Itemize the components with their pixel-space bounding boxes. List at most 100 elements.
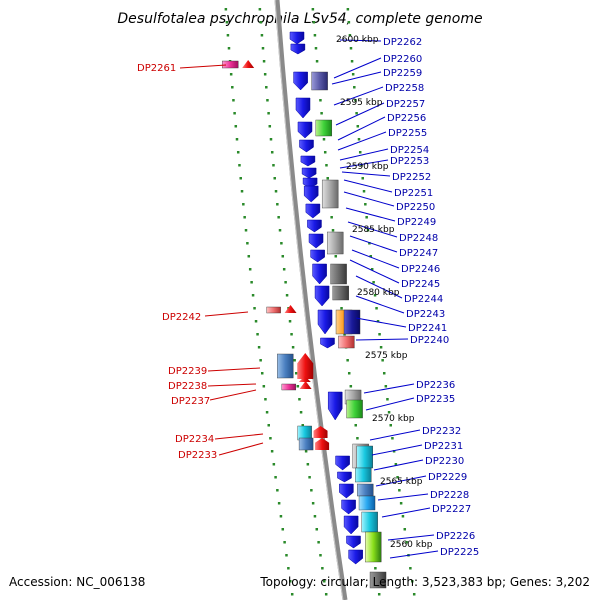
track-dot bbox=[280, 242, 283, 245]
gene-label: DP2262 bbox=[383, 37, 422, 48]
track-dot bbox=[268, 125, 272, 128]
track-dot bbox=[347, 21, 351, 24]
reverse-gene-arrow bbox=[343, 515, 359, 535]
gene-label: DP2254 bbox=[390, 145, 429, 156]
track-dot bbox=[358, 151, 362, 154]
reverse-gene-arrow bbox=[299, 139, 314, 153]
reverse-gene-box bbox=[369, 571, 387, 589]
reverse-gene-box bbox=[355, 467, 372, 483]
left-gene-labels: DP2261 DP2242 DP2239 DP2238 DP2237 DP223… bbox=[137, 63, 217, 461]
track-dot bbox=[233, 112, 236, 115]
leader-line bbox=[335, 102, 385, 126]
kbp-mark: 2560 kbp bbox=[390, 540, 433, 550]
leader-line bbox=[337, 116, 386, 141]
leader-line bbox=[355, 317, 407, 328]
track-dot bbox=[391, 437, 394, 440]
leader-line bbox=[355, 338, 409, 341]
forward-gene-box bbox=[266, 306, 281, 314]
track-dot bbox=[378, 333, 381, 336]
track-dot bbox=[227, 47, 231, 50]
kbp-marks: 2600 kbp 2595 kbp 2590 kbp 2585 kbp 2580… bbox=[336, 35, 433, 550]
gene-label: DP2234 bbox=[175, 434, 214, 445]
track-dot bbox=[274, 476, 277, 479]
leader-line bbox=[341, 171, 391, 177]
gene-label: DP2249 bbox=[397, 217, 436, 228]
leader-line bbox=[371, 444, 423, 456]
accession-text: Accession: NC_006138 bbox=[9, 575, 145, 589]
track-dot bbox=[313, 515, 317, 518]
track-dot bbox=[261, 47, 265, 50]
track-dot bbox=[254, 320, 258, 323]
track-dot bbox=[240, 190, 244, 193]
track-dot bbox=[312, 21, 316, 24]
leader-line bbox=[207, 383, 257, 387]
kbp-mark: 2600 kbp bbox=[336, 35, 379, 45]
reverse-gene-box bbox=[361, 511, 378, 533]
reverse-gene-arrow bbox=[339, 483, 354, 499]
leader-line bbox=[389, 550, 439, 559]
gene-features bbox=[221, 31, 387, 589]
leader-line bbox=[343, 191, 395, 207]
track-dot bbox=[398, 489, 401, 492]
gene-label: DP2260 bbox=[383, 54, 422, 65]
track-dot bbox=[234, 125, 238, 128]
leader-line bbox=[355, 295, 405, 314]
track-dot bbox=[259, 359, 262, 362]
track-dot bbox=[270, 450, 274, 453]
reverse-gene-box bbox=[315, 119, 333, 137]
track-dot bbox=[291, 346, 295, 349]
track-dot bbox=[262, 60, 266, 63]
reverse-gene-box bbox=[311, 71, 328, 91]
kbp-mark: 2590 kbp bbox=[346, 162, 389, 172]
reverse-gene-arrow bbox=[290, 43, 306, 55]
reverse-gene-arrow bbox=[308, 233, 324, 249]
track-dot bbox=[319, 554, 322, 557]
reverse-gene-box bbox=[365, 531, 382, 563]
track-dot bbox=[273, 177, 276, 180]
track-dot bbox=[320, 112, 323, 115]
forward-gene-arrow bbox=[299, 381, 312, 389]
gene-label: DP2242 bbox=[162, 312, 201, 323]
gene-label: DP2258 bbox=[385, 83, 424, 94]
track-dot bbox=[379, 346, 383, 349]
gene-label: DP2237 bbox=[171, 396, 210, 407]
track-dot bbox=[288, 320, 292, 323]
reverse-gene-box bbox=[321, 179, 339, 209]
track-dot bbox=[274, 190, 278, 193]
track-dot bbox=[265, 411, 269, 414]
leader-line bbox=[333, 86, 384, 106]
track-dot bbox=[349, 47, 353, 50]
track-dot bbox=[324, 593, 328, 596]
gene-label: DP2239 bbox=[168, 366, 207, 377]
reverse-gene-arrow bbox=[317, 309, 333, 335]
track-dot bbox=[256, 333, 259, 336]
track-dot bbox=[299, 411, 303, 414]
gene-label: DP2253 bbox=[390, 156, 429, 167]
track-dot bbox=[368, 242, 371, 245]
track-dot bbox=[411, 580, 414, 583]
reverse-gene-arrow bbox=[327, 391, 343, 421]
track-dot bbox=[331, 229, 335, 232]
leader-line bbox=[387, 534, 435, 541]
track-dot bbox=[346, 8, 350, 11]
forward-gene-arrow bbox=[297, 353, 314, 379]
gene-label: DP2244 bbox=[404, 294, 443, 305]
track-dot bbox=[347, 372, 351, 375]
leader-line bbox=[209, 389, 257, 401]
track-dot bbox=[346, 359, 349, 362]
track-dot bbox=[364, 203, 367, 206]
track-dot bbox=[298, 398, 301, 401]
forward-gene-arrow bbox=[284, 305, 297, 313]
label-leader-lines bbox=[179, 39, 439, 559]
track-dot bbox=[284, 281, 287, 284]
kbp-mark: 2565 kbp bbox=[380, 477, 423, 487]
leader-line bbox=[207, 367, 261, 372]
track-dot bbox=[405, 541, 408, 544]
gene-label: DP2261 bbox=[137, 63, 176, 74]
track-dot bbox=[263, 73, 267, 76]
track-dot bbox=[354, 99, 357, 102]
track-dot bbox=[290, 333, 293, 336]
reverse-gene-arrow bbox=[300, 155, 316, 167]
track-dot bbox=[350, 60, 354, 63]
